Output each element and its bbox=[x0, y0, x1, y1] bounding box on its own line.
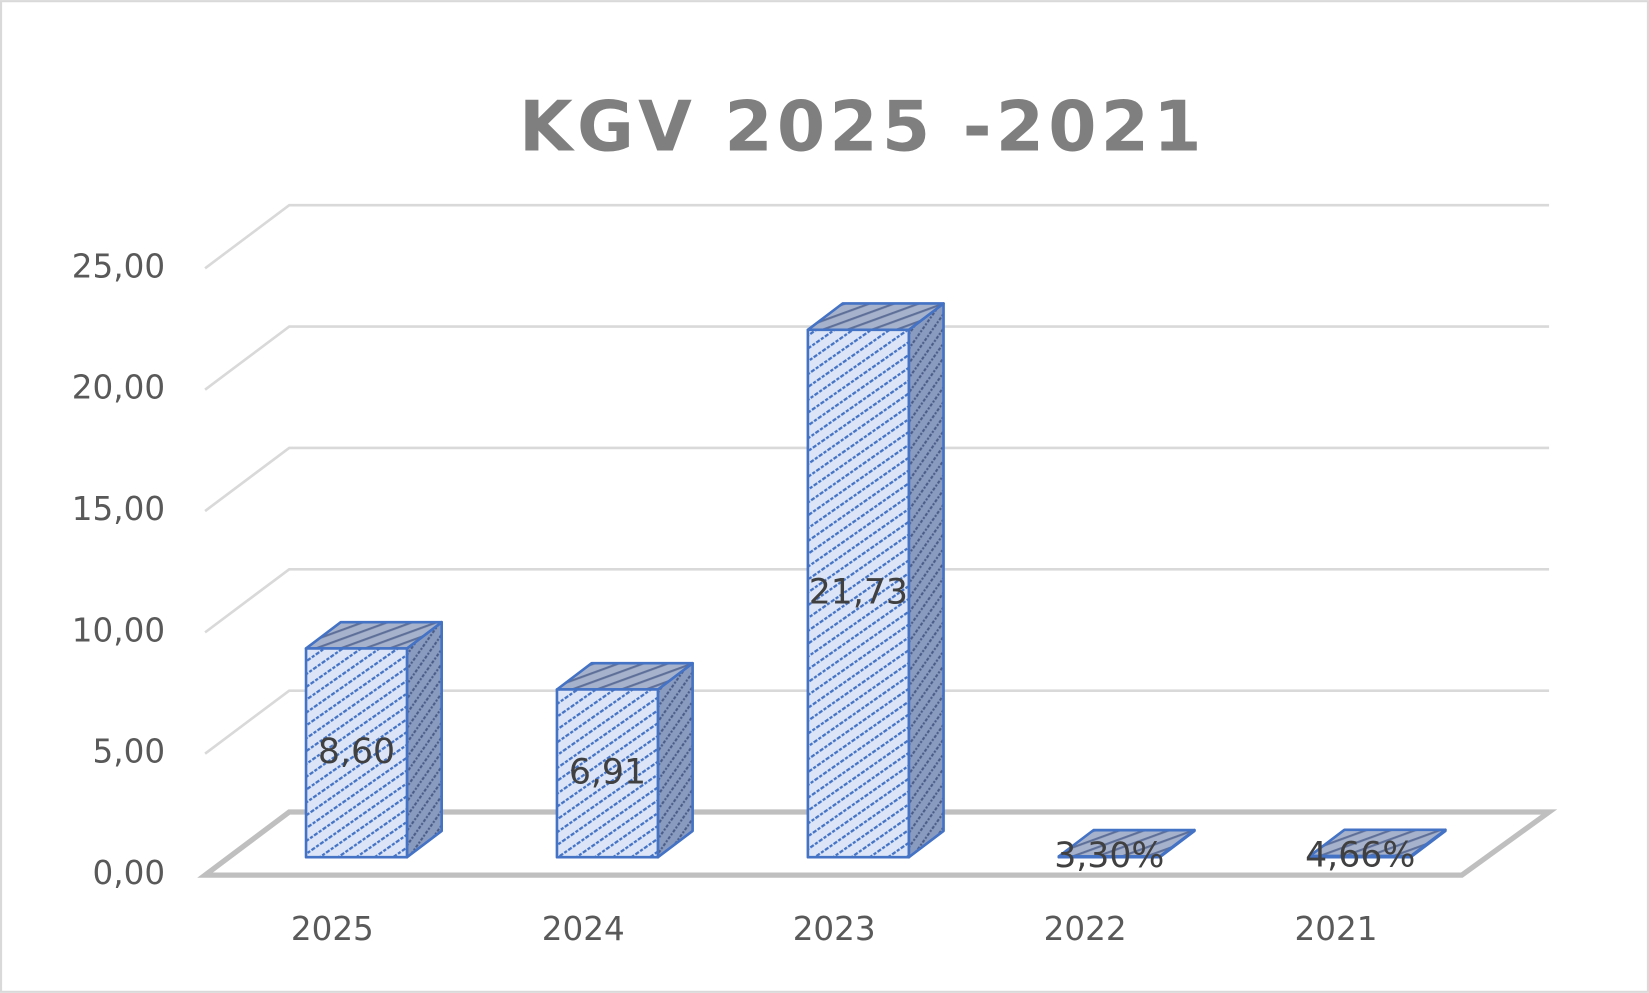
grid-line bbox=[204, 203, 1550, 270]
grid-line bbox=[204, 446, 1550, 513]
bar bbox=[1057, 855, 1162, 859]
bar-side bbox=[907, 302, 945, 859]
y-tick-label: 10,00 bbox=[72, 611, 165, 649]
x-tick-label: 2024 bbox=[542, 910, 625, 948]
value-label: 6,91 bbox=[569, 752, 646, 792]
bar bbox=[555, 688, 660, 859]
x-tick-label: 2022 bbox=[1044, 910, 1127, 948]
x-tick-label: 2021 bbox=[1295, 910, 1378, 948]
x-tick-label: 2025 bbox=[291, 910, 374, 948]
grid-line bbox=[204, 567, 1550, 634]
grid-line bbox=[204, 325, 1550, 391]
value-label: 21,73 bbox=[809, 573, 908, 613]
y-tick-label: 15,00 bbox=[72, 490, 165, 528]
value-label: 8,60 bbox=[318, 732, 395, 772]
value-label: 4,66% bbox=[1305, 836, 1415, 876]
bar-side bbox=[405, 620, 444, 859]
floor bbox=[197, 809, 1558, 878]
x-tick-label: 2023 bbox=[793, 910, 876, 948]
bar bbox=[304, 647, 409, 859]
y-tick-label: 25,00 bbox=[72, 247, 165, 285]
y-tick-label: 0,00 bbox=[93, 854, 166, 892]
value-label: 3,30% bbox=[1054, 836, 1164, 876]
bar bbox=[806, 328, 911, 859]
bar-side bbox=[656, 661, 694, 859]
chart-title: KGV 2025 -2021 bbox=[519, 88, 1206, 168]
grid-line bbox=[204, 689, 1550, 755]
y-tick-label: 20,00 bbox=[72, 369, 165, 407]
bar bbox=[1308, 854, 1413, 859]
y-tick-label: 5,00 bbox=[93, 733, 166, 771]
